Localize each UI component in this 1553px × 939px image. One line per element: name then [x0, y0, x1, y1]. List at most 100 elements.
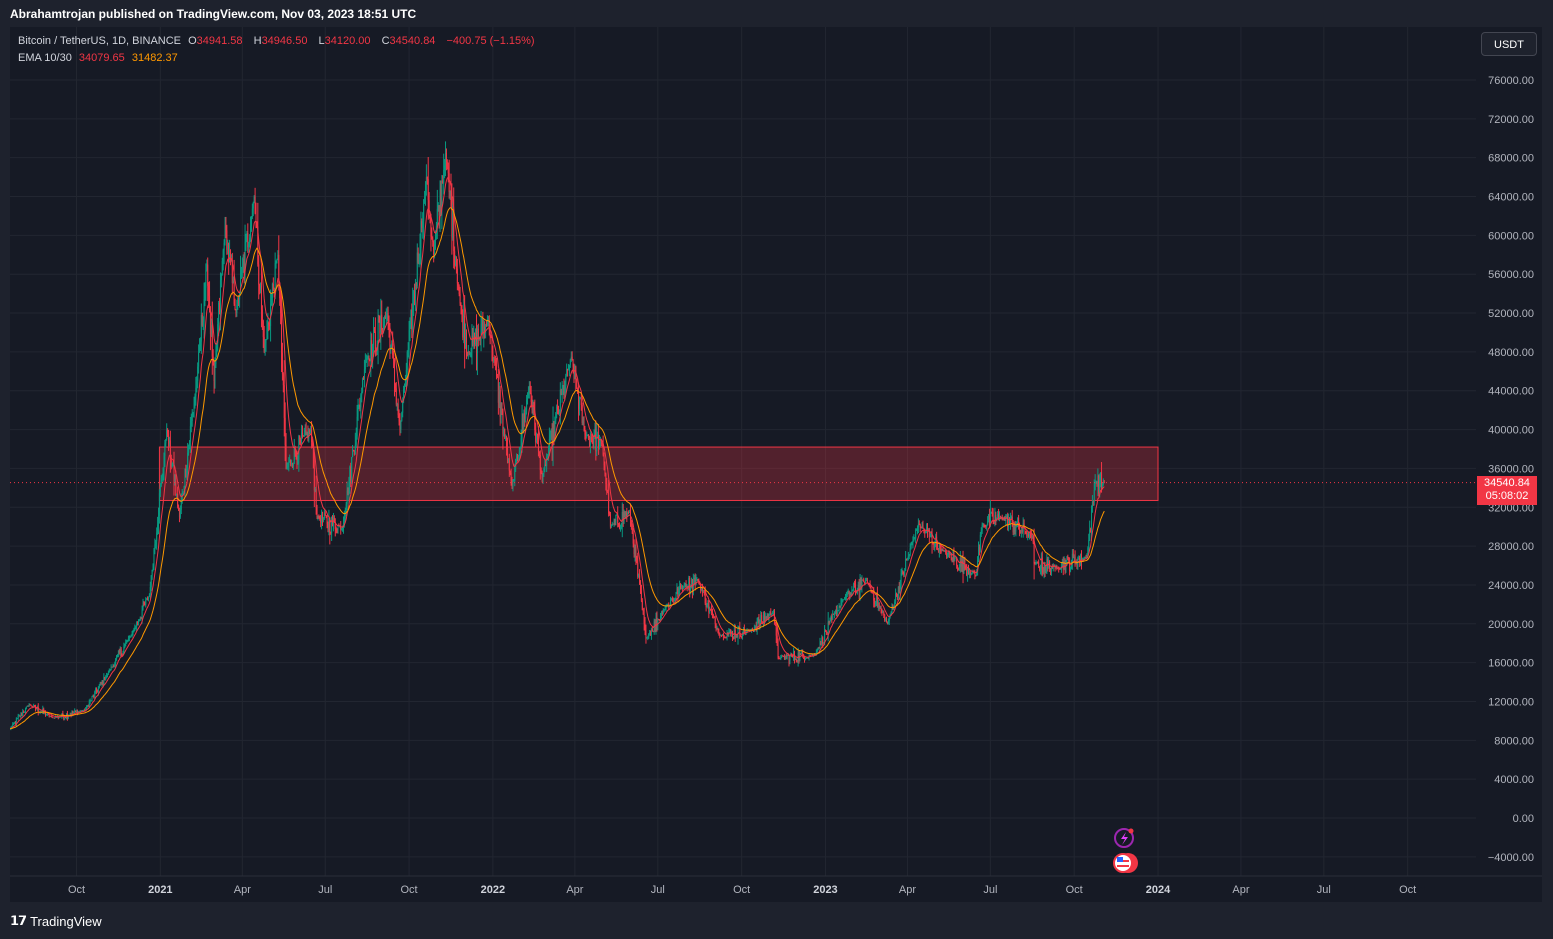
candle-body [999, 515, 1001, 518]
candle-body [348, 482, 350, 495]
candle-body [571, 356, 573, 361]
candle-body [156, 532, 158, 542]
candle-body [160, 477, 162, 486]
publisher-line: Abrahamtrojan published on TradingView.c… [10, 7, 417, 21]
candle-body [909, 548, 911, 555]
candle-body [217, 324, 219, 343]
candle-body [819, 641, 821, 649]
candle-body [1019, 526, 1021, 531]
candle-body [218, 302, 220, 325]
candle-body [794, 658, 796, 660]
candle-body [227, 243, 229, 250]
candle-body [196, 381, 198, 388]
candle-body [127, 641, 129, 642]
y-tick-label: 16000.00 [1488, 658, 1534, 670]
candle-body [910, 544, 912, 549]
ema-label[interactable]: EMA 10/30 [18, 52, 72, 64]
candle-body [658, 619, 660, 620]
chart-panel[interactable] [10, 27, 1542, 902]
candle-body [349, 466, 351, 483]
candle-body [542, 473, 544, 479]
candle-body [206, 264, 208, 271]
candle-body [852, 590, 854, 591]
footer-brand-label: TradingView [30, 913, 102, 929]
candle-body [155, 541, 157, 545]
candle-body [901, 570, 903, 573]
candle-body [721, 635, 723, 637]
candle-body [981, 524, 983, 531]
candle-body [831, 616, 833, 620]
candle-body [407, 349, 409, 353]
candle-body [321, 514, 323, 523]
candle-body [719, 633, 721, 636]
candle-body [872, 591, 874, 594]
candle-body [896, 593, 898, 595]
candle-body [587, 434, 589, 436]
candle-body [459, 294, 461, 304]
candle-body [208, 285, 210, 296]
candle-body [359, 404, 361, 408]
candle-body [751, 628, 753, 631]
change-value: −400.75 (−1.15%) [446, 35, 535, 47]
candle-body [586, 434, 588, 436]
y-tick-label: 20000.00 [1488, 619, 1534, 631]
candle-body [783, 656, 785, 659]
candle-body [94, 691, 96, 698]
candle-body [662, 611, 664, 615]
candle-body [775, 624, 777, 636]
candle-body [303, 433, 305, 437]
candle-body [635, 546, 637, 558]
candle-body [796, 660, 798, 662]
candle-body [926, 527, 928, 532]
candle-body [929, 535, 931, 537]
candle-body [765, 616, 767, 619]
candle-body [597, 434, 599, 437]
candle-body [998, 515, 1000, 518]
candle-body [307, 433, 309, 438]
candle-body [997, 513, 999, 519]
candle-body [549, 434, 551, 439]
candle-body [301, 432, 303, 444]
candle-body [147, 598, 149, 600]
candle-body [458, 286, 460, 295]
footer-brand[interactable]: 𝟭𝟳 TradingView [10, 913, 102, 929]
candle-body [404, 386, 406, 389]
currency-button[interactable]: USDT [1481, 32, 1537, 56]
candle-body [623, 512, 625, 521]
candle-body [883, 612, 885, 616]
candle-body [941, 549, 943, 551]
candle-body [150, 575, 152, 587]
candle-body [787, 655, 789, 656]
symbol-name[interactable]: Bitcoin / TetherUS, 1D, BINANCE [18, 35, 182, 47]
candle-body [802, 651, 804, 655]
candle-body [244, 241, 246, 273]
candle-body [950, 553, 952, 559]
candle-body [945, 550, 947, 554]
candle-body [209, 295, 211, 313]
candle-body [431, 236, 433, 239]
candle-body [372, 344, 374, 359]
y-tick-label: 44000.00 [1488, 386, 1534, 398]
candle-body [778, 657, 780, 659]
candle-body [978, 547, 980, 551]
candle-body [351, 456, 353, 479]
bar-countdown: 05:08:02 [1485, 490, 1529, 502]
candle-body [166, 429, 168, 440]
candle-body [167, 429, 169, 434]
candle-body [660, 612, 662, 616]
candle-body [377, 319, 379, 345]
candle-body [45, 711, 47, 716]
candle-body [383, 323, 385, 332]
tradingview-logo-icon: 𝟭𝟳 [10, 913, 27, 928]
candle-body [125, 642, 127, 644]
candle-body [815, 652, 817, 654]
candle-body [399, 421, 401, 430]
candle-body [614, 520, 616, 523]
candle-body [111, 666, 113, 668]
x-tick-label: Jul [318, 884, 332, 896]
x-tick-label: 2021 [148, 884, 172, 896]
candle-body [50, 716, 52, 718]
candle-body [154, 544, 156, 550]
candle-body [838, 606, 840, 611]
